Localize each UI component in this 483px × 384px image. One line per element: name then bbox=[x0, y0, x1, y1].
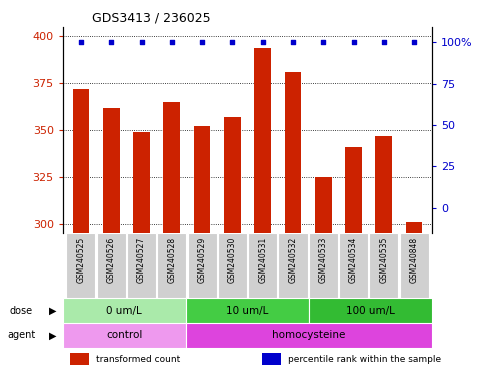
Bar bbox=[309, 298, 432, 323]
Bar bbox=[133, 132, 150, 233]
Bar bbox=[186, 323, 432, 348]
Point bbox=[107, 39, 115, 45]
Text: GSM240532: GSM240532 bbox=[288, 237, 298, 283]
Bar bbox=[218, 233, 247, 298]
Bar bbox=[70, 353, 89, 365]
Text: GSM240531: GSM240531 bbox=[258, 237, 267, 283]
Text: dose: dose bbox=[10, 306, 33, 316]
Text: GSM240535: GSM240535 bbox=[379, 237, 388, 283]
Point bbox=[77, 39, 85, 45]
Bar bbox=[63, 323, 186, 348]
Bar bbox=[262, 353, 281, 365]
Point bbox=[138, 39, 145, 45]
Bar bbox=[103, 108, 120, 233]
Bar bbox=[375, 136, 392, 233]
Bar bbox=[248, 233, 277, 298]
Point bbox=[168, 39, 176, 45]
Bar bbox=[278, 233, 308, 298]
Bar bbox=[194, 126, 211, 233]
Bar bbox=[399, 233, 428, 298]
Bar bbox=[369, 233, 398, 298]
Bar bbox=[345, 147, 362, 233]
Bar bbox=[255, 48, 271, 233]
Bar bbox=[72, 89, 89, 233]
Bar bbox=[339, 233, 368, 298]
Text: GSM240534: GSM240534 bbox=[349, 237, 358, 283]
Bar bbox=[186, 298, 309, 323]
Bar bbox=[163, 102, 180, 233]
Text: 10 um/L: 10 um/L bbox=[227, 306, 269, 316]
Text: ▶: ▶ bbox=[49, 330, 57, 340]
Point bbox=[198, 39, 206, 45]
Text: control: control bbox=[106, 330, 142, 340]
Text: ▶: ▶ bbox=[49, 306, 57, 316]
Text: GSM240529: GSM240529 bbox=[198, 237, 207, 283]
Text: agent: agent bbox=[7, 330, 35, 340]
Point bbox=[380, 39, 388, 45]
Bar bbox=[67, 233, 96, 298]
Point bbox=[259, 39, 267, 45]
Point bbox=[228, 39, 236, 45]
Bar bbox=[315, 177, 332, 233]
Text: GDS3413 / 236025: GDS3413 / 236025 bbox=[92, 11, 211, 24]
Text: GSM240525: GSM240525 bbox=[76, 237, 85, 283]
Point bbox=[319, 39, 327, 45]
Text: GSM240530: GSM240530 bbox=[228, 237, 237, 283]
Bar bbox=[97, 233, 126, 298]
Bar bbox=[224, 117, 241, 233]
Bar bbox=[157, 233, 186, 298]
Text: transformed count: transformed count bbox=[96, 354, 180, 364]
Text: 0 um/L: 0 um/L bbox=[106, 306, 142, 316]
Bar bbox=[284, 72, 301, 233]
Point bbox=[350, 39, 357, 45]
Bar bbox=[63, 298, 186, 323]
Bar bbox=[406, 222, 423, 233]
Text: GSM240848: GSM240848 bbox=[410, 237, 419, 283]
Bar bbox=[187, 233, 217, 298]
Text: homocysteine: homocysteine bbox=[272, 330, 346, 340]
Text: GSM240533: GSM240533 bbox=[319, 237, 328, 283]
Point bbox=[289, 39, 297, 45]
Text: GSM240528: GSM240528 bbox=[167, 237, 176, 283]
Text: GSM240527: GSM240527 bbox=[137, 237, 146, 283]
Text: 100 um/L: 100 um/L bbox=[346, 306, 395, 316]
Text: GSM240526: GSM240526 bbox=[107, 237, 116, 283]
Bar bbox=[309, 233, 338, 298]
Text: percentile rank within the sample: percentile rank within the sample bbox=[288, 354, 441, 364]
Point bbox=[410, 39, 418, 45]
Bar bbox=[127, 233, 156, 298]
